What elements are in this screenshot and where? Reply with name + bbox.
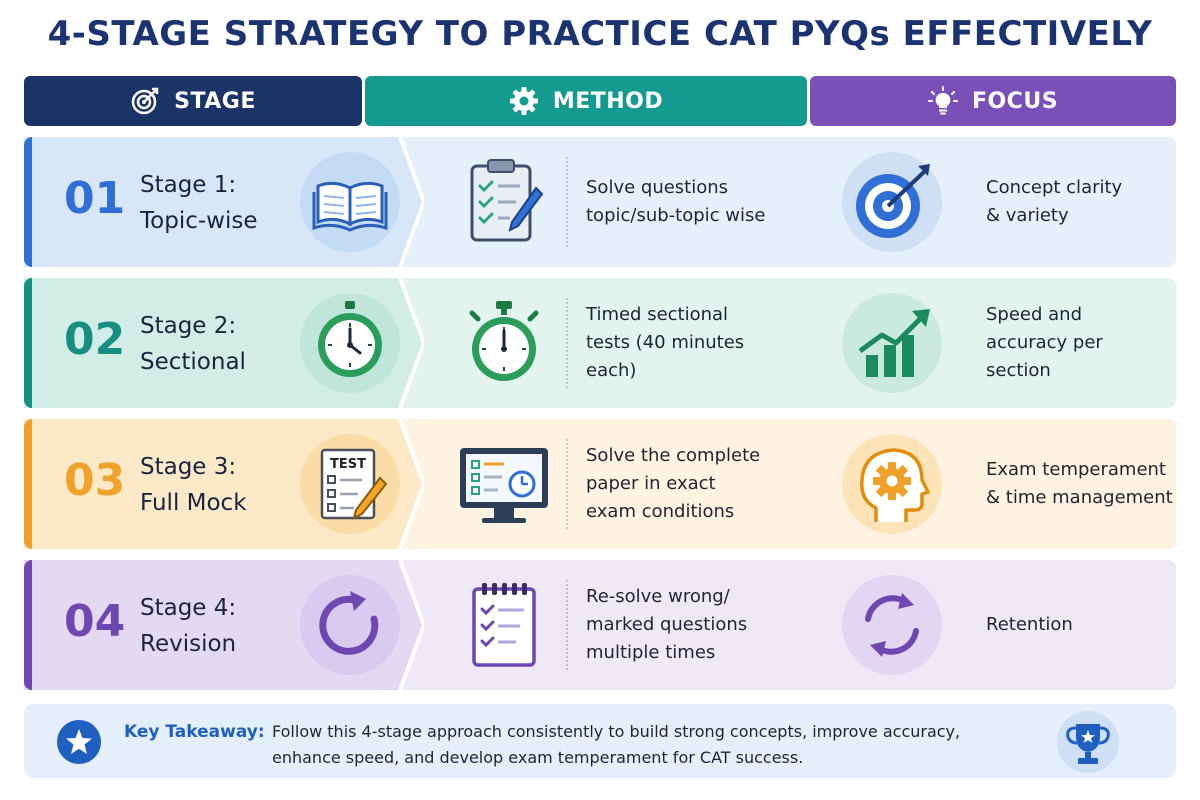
monitor-timer-icon [454, 434, 554, 534]
star-icon [57, 720, 101, 764]
method-text: Solve questions topic/sub-topic wise [586, 174, 796, 230]
header-focus: FOCUS [810, 76, 1176, 126]
takeaway-label: Key Takeaway: [124, 722, 265, 742]
header-method: METHOD [365, 76, 807, 126]
stage-number: 02 [64, 314, 126, 365]
method-line-2: tests (40 minutes [586, 332, 745, 353]
refresh-icon [300, 575, 400, 675]
growth-chart-icon [842, 293, 942, 393]
stage-label-line1: Stage 1: [140, 172, 237, 198]
page-title: 4-STAGE STRATEGY TO PRACTICE CAT PYQs EF… [47, 14, 1153, 54]
focus-line-1: Retention [986, 614, 1073, 635]
method-text: Timed sectional tests (40 minutes each) [586, 301, 796, 385]
header-stage-label: STAGE [174, 88, 256, 114]
focus-line-2: accuracy per [986, 332, 1103, 353]
clock-icon [300, 293, 400, 393]
focus-line-1: Exam temperament [986, 459, 1166, 480]
stopwatch-icon [454, 293, 554, 393]
method-line-2: marked questions [586, 614, 748, 635]
focus-line-1: Speed and [986, 304, 1083, 325]
focus-text: Retention [986, 611, 1176, 639]
method-text: Re-solve wrong/ marked questions multipl… [586, 583, 796, 667]
method-line-2: topic/sub-topic wise [586, 205, 766, 226]
stage-number: 03 [64, 455, 126, 506]
stage-number: 04 [64, 596, 126, 647]
cycle-arrows-icon [842, 575, 942, 675]
focus-text: Exam temperament & time management [986, 456, 1176, 512]
head-gear-icon [842, 434, 942, 534]
stage-accent-bar [24, 278, 32, 408]
method-line-1: Timed sectional [586, 304, 729, 325]
stage-label-line1: Stage 3: [140, 454, 237, 480]
notepad-checklist-icon [454, 575, 554, 675]
stage-row-1: 01 Stage 1: Topic-wise Solve questions [24, 137, 1176, 267]
method-line-3: multiple times [586, 642, 716, 663]
focus-line-1: Concept clarity [986, 177, 1123, 198]
stage-label-line2: Revision [140, 631, 237, 657]
method-line-1: Solve the complete [586, 445, 761, 466]
stage-label-line1: Stage 4: [140, 595, 237, 621]
stage-number: 01 [64, 173, 126, 224]
stage-label: Stage 2: Sectional [140, 308, 310, 380]
stage-label: Stage 4: Revision [140, 590, 310, 662]
stage-label: Stage 1: Topic-wise [140, 167, 310, 239]
clipboard-checklist-icon [454, 152, 554, 252]
method-line-1: Solve questions [586, 177, 729, 198]
stage-accent-bar [24, 560, 32, 690]
focus-text: Speed and accuracy per section [986, 301, 1176, 385]
stage-label-line2: Sectional [140, 349, 246, 375]
stage-accent-bar [24, 137, 32, 267]
stage-label-line2: Topic-wise [140, 208, 258, 234]
method-line-3: each) [586, 360, 637, 381]
stage-accent-bar [24, 419, 32, 549]
method-text: Solve the complete paper in exact exam c… [586, 442, 796, 526]
focus-text: Concept clarity & variety [986, 174, 1176, 230]
stage-row-2: 02 Stage 2: Sectional Timed sect [24, 278, 1176, 408]
method-line-2: paper in exact [586, 473, 716, 494]
trophy-icon [1057, 711, 1119, 773]
column-divider [566, 580, 568, 670]
test-paper-label: TEST [330, 457, 366, 472]
book-icon [300, 152, 400, 252]
focus-line-2: & variety [986, 205, 1069, 226]
takeaway-line-1: Follow this 4-stage approach consistentl… [272, 722, 961, 741]
stage-label-line1: Stage 2: [140, 313, 237, 339]
method-line-1: Re-solve wrong/ [586, 586, 730, 607]
header-focus-label: FOCUS [971, 88, 1059, 114]
takeaway-line-2: enhance speed, and develop exam temperam… [272, 748, 804, 767]
stage-label: Stage 3: Full Mock [140, 449, 310, 521]
header-method-label: METHOD [552, 88, 664, 114]
stage-label-line2: Full Mock [140, 490, 247, 516]
test-paper-icon: TEST [300, 434, 400, 534]
column-divider [566, 298, 568, 388]
column-divider [566, 157, 568, 247]
key-takeaway: Key Takeaway: Follow this 4-stage approa… [24, 704, 1176, 778]
stage-row-3: 03 Stage 3: Full Mock TEST [24, 419, 1176, 549]
stage-row-4: 04 Stage 4: Revision Re-solve wrong/ mar… [24, 560, 1176, 690]
target-icon [131, 87, 159, 115]
gear-icon [509, 87, 538, 115]
focus-line-2: & time management [986, 487, 1173, 508]
takeaway-text: Follow this 4-stage approach consistentl… [272, 719, 1032, 771]
lightbulb-icon [927, 86, 958, 115]
column-divider [566, 439, 568, 529]
target-arrow-icon [842, 152, 942, 252]
method-line-3: exam conditions [586, 501, 735, 522]
focus-line-3: section [986, 360, 1051, 381]
header-stage: STAGE [24, 76, 362, 126]
